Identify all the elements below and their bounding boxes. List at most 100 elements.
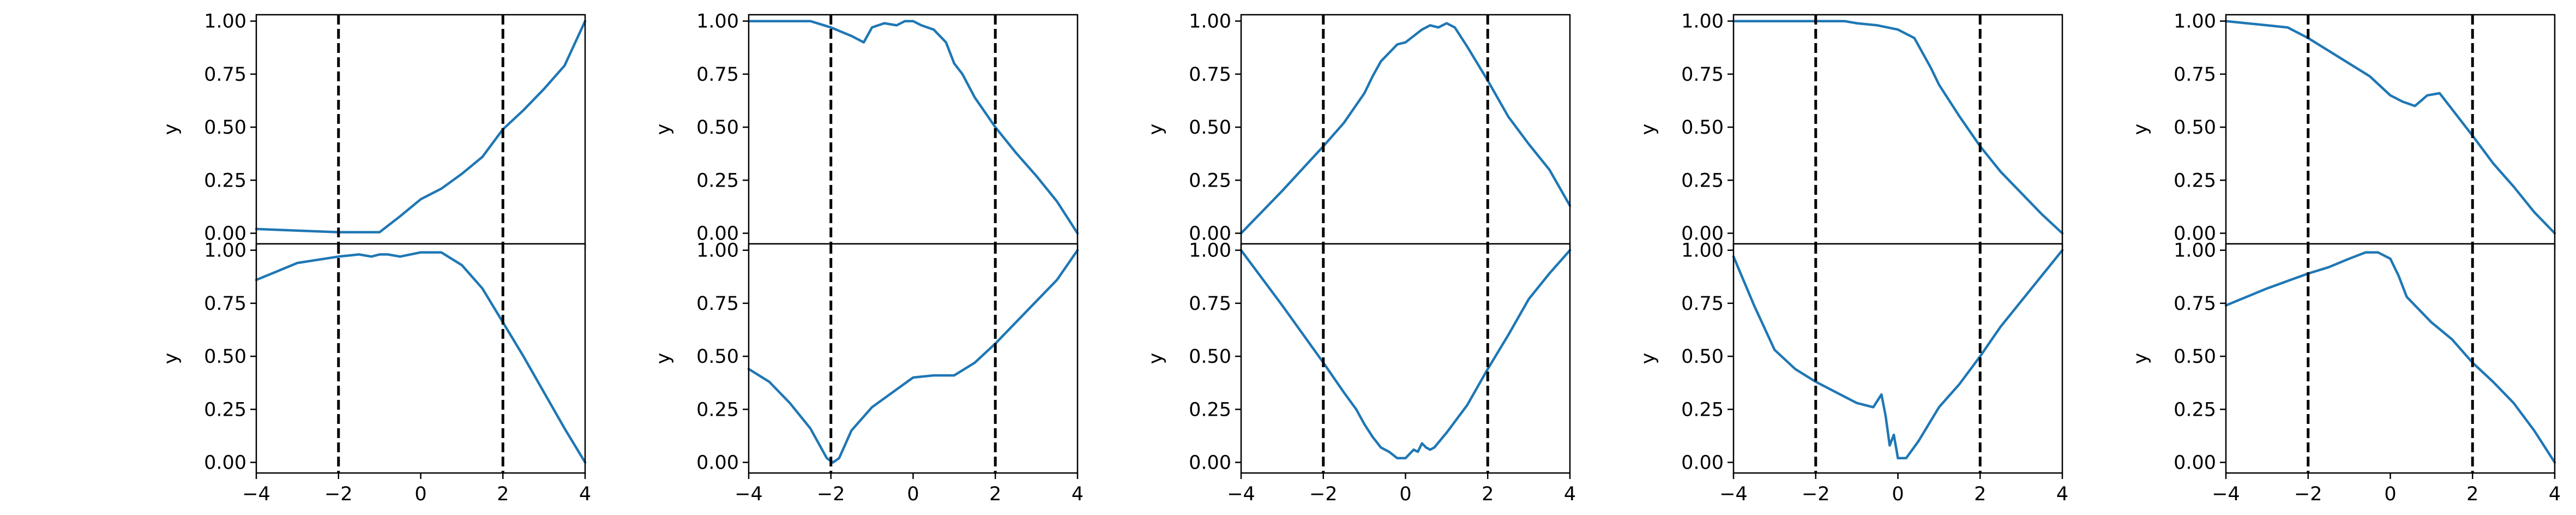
plot-area	[749, 244, 1078, 473]
y-tick-label: 0.00	[1681, 223, 1724, 245]
y-tick-label: 0.00	[2174, 223, 2216, 245]
chart-panel-4: 0.00 0.25 0.50 0.75 1.00 y	[1638, 11, 2064, 250]
y-axis-label: y	[2130, 124, 2152, 135]
y-tick-label: 0.75	[204, 64, 246, 86]
y-tick-label: 1.00	[2174, 11, 2216, 33]
x-tick-label: 2	[1974, 483, 1986, 505]
y-axis-label: y	[1145, 124, 1167, 135]
y-tick-label: 0.50	[204, 346, 246, 368]
x-tick-label: 4	[2056, 483, 2068, 505]
y-tick-label: 0.50	[1681, 346, 1724, 368]
y-tick-label: 0.00	[1189, 452, 1231, 474]
y-tick-label: 0.00	[1189, 223, 1231, 245]
chart-panel-10: 0.00 0.25 0.50 0.75 1.00 y −4 −2 0 2 4	[2130, 240, 2561, 505]
y-tick-label: 0.25	[1189, 170, 1231, 191]
x-tick-label: −4	[735, 483, 763, 505]
x-tick-label: −2	[2294, 483, 2322, 505]
x-tick-label: 4	[1072, 483, 1084, 505]
x-tick-label: 2	[989, 483, 1001, 505]
plot-area	[256, 15, 585, 244]
y-tick-label: 0.75	[696, 64, 739, 86]
series-line	[1239, 249, 1572, 460]
chart-panel-8: 0.00 0.25 0.50 0.75 1.00 y −4 −2 0 2 4	[1145, 240, 1576, 505]
chart-panel-7: 0.00 0.25 0.50 0.75 1.00 y −4 −2 0 2 4	[653, 240, 1084, 505]
x-tick-label: 2	[497, 483, 509, 505]
y-tick-label: 0.50	[696, 117, 739, 139]
y-axis-label: y	[2130, 353, 2152, 364]
plot-area	[1241, 15, 1570, 244]
y-tick-label: 1.00	[696, 240, 739, 262]
y-tick-label: 0.25	[2174, 170, 2216, 191]
x-tick-label: 4	[1564, 483, 1576, 505]
x-tick-label: 0	[2384, 483, 2396, 505]
y-tick-label: 0.25	[204, 170, 246, 191]
series-line	[747, 249, 1079, 464]
x-tick-label: 4	[2549, 483, 2561, 505]
x-tick-label: 2	[2466, 483, 2478, 505]
y-tick-label: 0.25	[1189, 399, 1231, 421]
y-tick-label: 1.00	[204, 240, 246, 262]
y-tick-label: 0.00	[2174, 452, 2216, 474]
x-tick-label: −2	[324, 483, 353, 505]
plot-area	[749, 15, 1078, 244]
y-axis-label: y	[653, 124, 675, 135]
series-line	[2224, 251, 2556, 464]
x-tick-label: −2	[817, 483, 845, 505]
y-tick-label: 0.25	[696, 170, 739, 191]
chart-panel-9: 0.00 0.25 0.50 0.75 1.00 y −4 −2 0 2 4	[1638, 240, 2068, 505]
y-tick-label: 0.75	[2174, 293, 2216, 315]
y-tick-label: 0.75	[1681, 293, 1724, 315]
y-tick-label: 0.50	[2174, 346, 2216, 368]
y-tick-label: 0.25	[2174, 399, 2216, 421]
y-tick-label: 0.50	[204, 117, 246, 139]
chart-panel-3: 0.00 0.25 0.50 0.75 1.00 y	[1145, 11, 1572, 250]
y-tick-label: 0.00	[696, 223, 739, 245]
x-tick-label: −4	[1227, 483, 1255, 505]
y-tick-label: 0.75	[1189, 64, 1231, 86]
y-tick-label: 0.50	[1681, 117, 1724, 139]
y-tick-label: 0.00	[1681, 452, 1724, 474]
y-tick-label: 0.75	[1189, 293, 1231, 315]
x-tick-label: 2	[1482, 483, 1494, 505]
y-tick-label: 0.25	[696, 399, 739, 421]
y-tick-label: 0.50	[1189, 346, 1231, 368]
x-tick-label: −4	[1719, 483, 1748, 505]
y-tick-label: 1.00	[2174, 240, 2216, 262]
y-axis-label: y	[653, 353, 675, 364]
x-tick-label: 0	[907, 483, 919, 505]
series-line	[1732, 20, 2064, 235]
y-tick-label: 1.00	[1681, 240, 1724, 262]
y-tick-label: 0.25	[1681, 399, 1724, 421]
y-tick-label: 0.50	[2174, 117, 2216, 139]
y-tick-label: 1.00	[204, 11, 246, 33]
y-tick-label: 0.75	[696, 293, 739, 315]
y-axis-label: y	[160, 124, 182, 135]
plot-area	[1241, 244, 1570, 473]
series-line	[747, 20, 1079, 235]
chart-panel-5: 0.00 0.25 0.50 0.75 1.00 y	[2130, 11, 2556, 250]
series-line	[1732, 249, 2064, 460]
y-tick-label: 0.75	[1681, 64, 1724, 86]
x-tick-label: 0	[414, 483, 426, 505]
plot-area	[2226, 15, 2555, 244]
y-tick-label: 1.00	[696, 11, 739, 33]
y-axis-label: y	[160, 353, 182, 364]
y-tick-label: 0.75	[2174, 64, 2216, 86]
chart-panel-1: 0.00 0.25 0.50 0.75 1.00 y	[160, 11, 587, 250]
x-tick-label: −2	[1802, 483, 1830, 505]
x-tick-label: −4	[242, 483, 270, 505]
x-tick-label: −4	[2212, 483, 2240, 505]
y-axis-label: y	[1638, 124, 1659, 135]
x-tick-label: 0	[1892, 483, 1904, 505]
y-tick-label: 0.00	[204, 452, 246, 474]
y-tick-label: 0.75	[204, 293, 246, 315]
series-line	[255, 251, 587, 464]
y-tick-label: 0.00	[696, 452, 739, 474]
y-tick-label: 0.25	[1681, 170, 1724, 191]
series-line	[1239, 22, 1572, 235]
x-tick-label: −2	[1309, 483, 1338, 505]
chart-panel-6: 0.00 0.25 0.50 0.75 1.00 y −4 −2 0 2 4	[160, 240, 591, 505]
plot-area	[2226, 244, 2555, 473]
x-tick-label: 4	[579, 483, 591, 505]
plot-area	[1734, 244, 2062, 473]
